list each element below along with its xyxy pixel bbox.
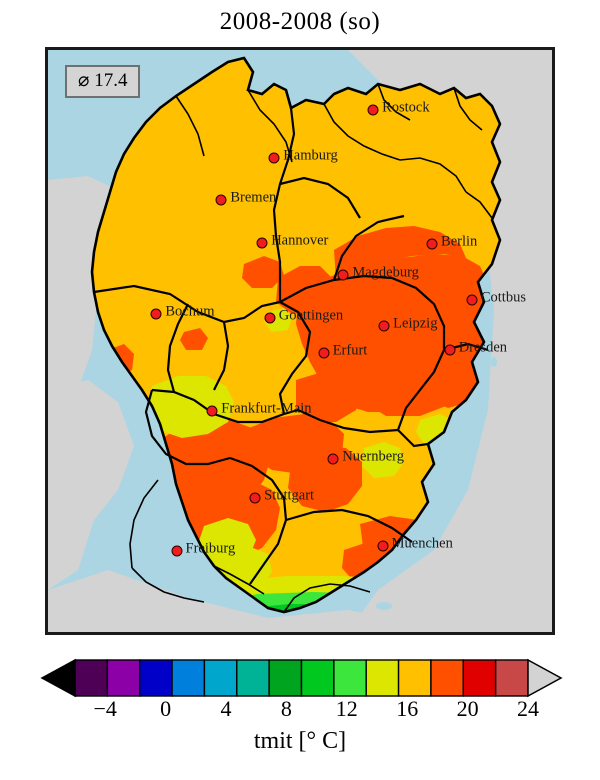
- city-marker-hamburg[interactable]: [268, 152, 280, 164]
- colorbar-band-10-to-12: [333, 659, 367, 697]
- colorbar-swatches: [40, 658, 563, 698]
- colorbar-tick-0: 0: [160, 696, 172, 721]
- colorbar: −4 0 4 8 12 16 20 24 tmit [° C]: [0, 652, 600, 780]
- colorbar-tick-24: 24: [517, 696, 539, 721]
- colorbar-under-arrow: [40, 658, 76, 698]
- city-marker-erfurt[interactable]: [318, 347, 330, 359]
- colorbar-tick-8: 8: [280, 696, 292, 721]
- colorbar-band-20-to-22: [494, 659, 529, 697]
- city-marker-cottbus[interactable]: [466, 294, 478, 306]
- administrative-borders: [90, 56, 502, 614]
- colorbar-band-0-to-2: [171, 659, 206, 697]
- city-marker-hannover[interactable]: [256, 237, 268, 249]
- colorbar-tick-12: 12: [335, 696, 358, 721]
- colorbar-tick-4: 4: [220, 696, 232, 721]
- colorbar-axis-label: tmit [° C]: [253, 728, 347, 754]
- colorbar-band--2-to-0: [139, 659, 173, 697]
- city-marker-bremen[interactable]: [215, 194, 227, 206]
- city-marker-bochum[interactable]: [150, 308, 162, 320]
- colorbar-band-14-to-16: [397, 659, 432, 697]
- lakes: [376, 357, 497, 610]
- city-marker-magdeburg[interactable]: [337, 269, 349, 281]
- city-marker-goettingen[interactable]: [264, 312, 276, 324]
- colorbar-band--4-to--2: [106, 659, 141, 697]
- city-marker-nuernberg[interactable]: [327, 453, 339, 465]
- colorbar-tick-16: 16: [396, 696, 419, 721]
- colorbar-band-2-to-4: [203, 659, 238, 697]
- page-title: 2008-2008 (so): [219, 8, 381, 35]
- city-marker-leipzig[interactable]: [378, 320, 390, 332]
- map-panel: ⌀ 17.4 Rostock Hamburg Bremen Hannover Berli…: [45, 47, 555, 635]
- colorbar-tick--4: −4: [93, 696, 117, 721]
- city-marker-rostock[interactable]: [367, 104, 379, 116]
- city-marker-frankfurt-main[interactable]: [206, 405, 218, 417]
- city-marker-berlin[interactable]: [426, 238, 438, 250]
- colorbar-tick-20: 20: [456, 696, 479, 721]
- city-marker-stuttgart[interactable]: [249, 492, 261, 504]
- colorbar-band-18-to-20: [462, 659, 497, 697]
- average-badge: ⌀ 17.4: [65, 65, 141, 98]
- colorbar-band-12-to-14: [365, 659, 400, 697]
- colorbar-band-16-to-18: [430, 659, 464, 697]
- city-marker-freiburg[interactable]: [171, 545, 183, 557]
- colorbar-band-6-to-8: [268, 659, 303, 697]
- colorbar-band-4-to-6: [236, 659, 270, 697]
- city-marker-dresden[interactable]: [444, 344, 456, 356]
- colorbar-band--6-to--4: [74, 659, 109, 697]
- city-marker-muenchen[interactable]: [377, 540, 389, 552]
- germany-temperature-map: [48, 50, 552, 632]
- colorbar-over-arrow: [527, 658, 563, 698]
- colorbar-band-8-to-10: [300, 659, 335, 697]
